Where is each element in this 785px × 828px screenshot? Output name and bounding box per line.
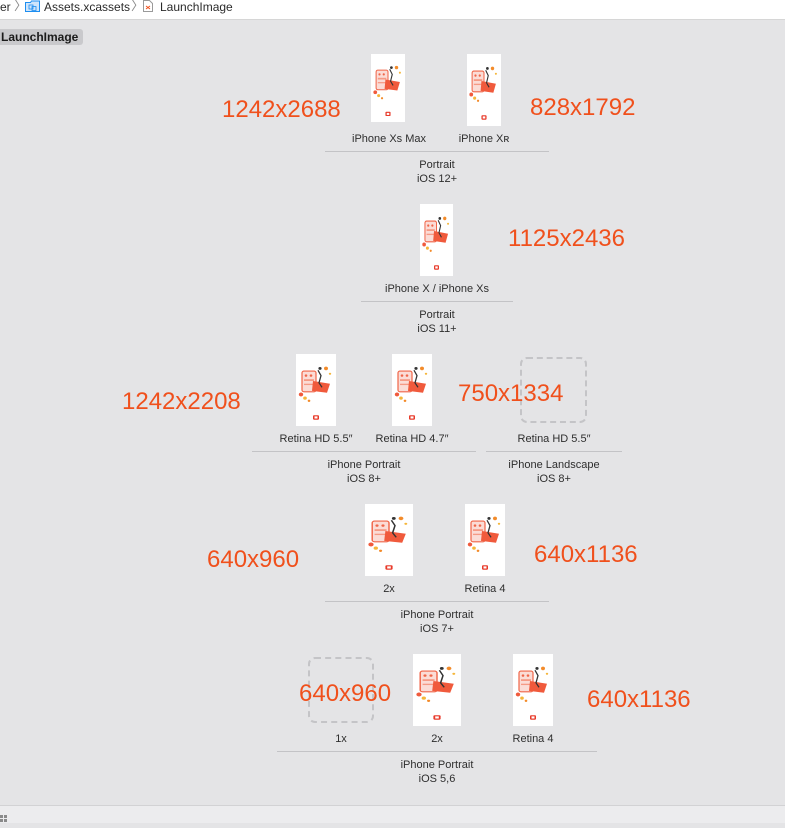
group-divider <box>252 451 476 452</box>
slot-label: iPhone X / iPhone Xs <box>385 283 489 295</box>
group-os-label: iOS 12+ <box>416 173 458 185</box>
folder-icon <box>25 0 40 12</box>
size-annotation: 640x1136 <box>534 541 638 568</box>
launch-image-thumbnail[interactable] <box>392 354 432 426</box>
empty-image-well[interactable] <box>520 357 587 423</box>
slot-label: Retina 4 <box>464 583 506 595</box>
group-divider <box>325 151 549 152</box>
chevron-right-icon: 〉 <box>131 0 145 13</box>
group-orientation-label: iPhone Portrait <box>327 459 401 471</box>
size-annotation: 640x1136 <box>587 686 691 713</box>
size-annotation: 640x960 <box>299 680 392 707</box>
slot-label: Retina 4 <box>512 733 554 745</box>
launch-image-thumbnail[interactable] <box>371 54 405 122</box>
size-annotation: 750x1334 <box>458 380 564 407</box>
size-annotation: 1125x2436 <box>508 225 625 252</box>
launch-image-thumbnail[interactable] <box>365 504 413 576</box>
group-orientation-label: Portrait <box>419 159 455 171</box>
launch-image-thumbnail[interactable] <box>467 54 501 126</box>
slot-label: 1x <box>335 733 347 745</box>
group-orientation-label: Portrait <box>419 309 455 321</box>
group-os-label: iOS 11+ <box>417 323 457 335</box>
size-annotation: 828x1792 <box>530 94 636 121</box>
grid-icon[interactable] <box>0 810 8 822</box>
size-annotation: 1242x2208 <box>122 388 241 415</box>
chevron-right-icon: 〉 <box>14 0 28 13</box>
breadcrumb-item-asset-catalog[interactable]: Assets.xcassets <box>44 0 131 14</box>
launch-image-thumbnail[interactable] <box>465 504 505 576</box>
slot-label: Retina HD 4.7″ <box>375 433 449 445</box>
group-os-label: iOS 5,6 <box>418 773 456 785</box>
slot-label: 2x <box>383 583 395 595</box>
group-os-label: iOS 8+ <box>347 473 381 485</box>
slot-label: 2x <box>431 733 443 745</box>
launch-image-file-icon <box>143 0 153 12</box>
editor-bottom-bar <box>0 805 785 823</box>
group-os-label: iOS 8+ <box>537 473 571 485</box>
launch-image-thumbnail[interactable] <box>513 654 553 726</box>
slot-label: Retina HD 5.5″ <box>517 433 591 445</box>
empty-image-well[interactable] <box>308 657 374 723</box>
launch-image-thumbnail[interactable] <box>413 654 461 726</box>
breadcrumb-item-launch-image[interactable]: LaunchImage <box>160 0 233 14</box>
breadcrumb-item-parent[interactable]: er <box>0 0 11 14</box>
group-orientation-label: iPhone Landscape <box>508 459 600 471</box>
group-divider <box>361 301 513 302</box>
group-os-label: iOS 7+ <box>420 623 454 635</box>
group-divider <box>277 751 597 752</box>
size-annotation: 640x960 <box>207 546 300 573</box>
launch-image-thumbnail[interactable] <box>420 204 453 276</box>
group-divider <box>486 451 622 452</box>
slot-label: iPhone Xs Max <box>352 133 426 145</box>
launch-image-thumbnail[interactable] <box>296 354 336 426</box>
group-orientation-label: iPhone Portrait <box>400 759 474 771</box>
group-orientation-label: iPhone Portrait <box>400 609 474 621</box>
image-set-name-tag[interactable]: LaunchImage <box>0 29 84 45</box>
slot-label: iPhone Xʀ <box>458 133 510 145</box>
group-divider <box>325 601 549 602</box>
jump-bar-breadcrumb: er 〉 Assets.xcassets 〉 LaunchImage <box>0 0 785 20</box>
size-annotation: 1242x2688 <box>222 96 341 123</box>
slot-label: Retina HD 5.5″ <box>279 433 353 445</box>
